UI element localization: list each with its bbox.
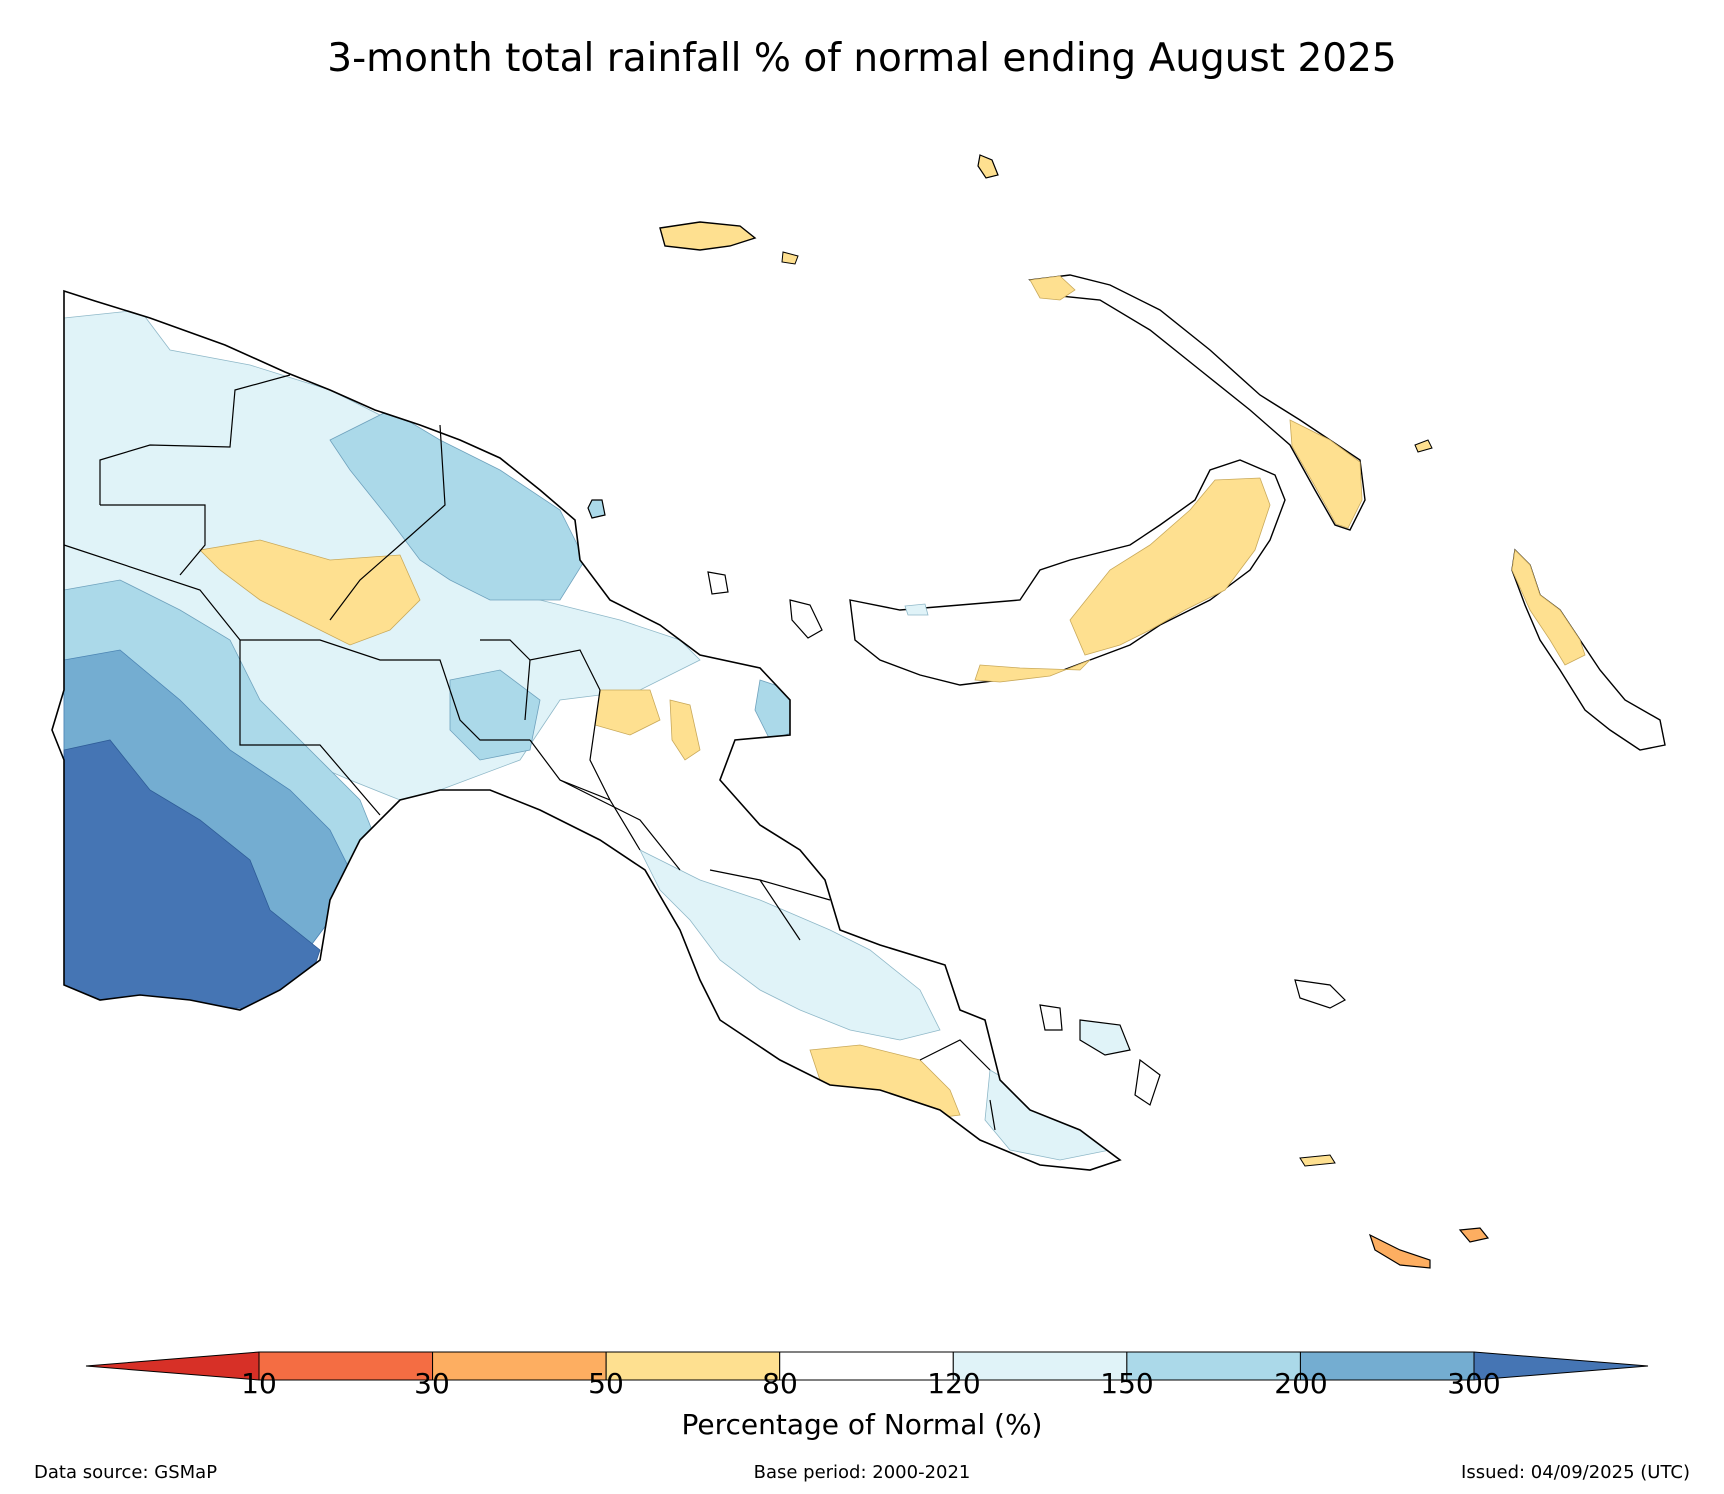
colorbar-segment: [605, 1351, 781, 1381]
colorbar-label: Percentage of Normal (%): [681, 1408, 1043, 1441]
map-title: 3-month total rainfall % of normal endin…: [327, 36, 1397, 81]
sudest-island: [1368, 1233, 1431, 1269]
rossel-island: [1458, 1227, 1490, 1243]
new-britain-zone-50-80-south: [974, 659, 1091, 683]
colorbar-segment: [1473, 1351, 1649, 1381]
karkar-island: [587, 499, 606, 519]
dentrecasteaux-3: [1134, 1058, 1161, 1106]
new-ireland-zone-50-80: [1289, 419, 1363, 529]
new-britain: [849, 459, 1286, 686]
manus-island: [659, 221, 757, 251]
zone-120-150-south: [639, 849, 941, 1041]
bougainville: [1511, 548, 1666, 751]
mussau-island: [977, 154, 999, 179]
colorbar-tick: 50: [588, 1367, 624, 1400]
colorbar-tick: 200: [1274, 1367, 1328, 1400]
bougainville-zone-50-80: [1511, 549, 1586, 666]
data-source: Data source: GSMaP: [34, 1462, 218, 1483]
colorbar-segment: [432, 1351, 607, 1381]
small-island-se: [1299, 1154, 1336, 1167]
colorbar-tick: 30: [414, 1367, 450, 1400]
colorbar: [85, 1351, 1649, 1381]
colorbar-tick: 80: [762, 1367, 798, 1400]
new-britain-zone-50-80: [1069, 477, 1271, 656]
colorbar-tick: 150: [1100, 1367, 1154, 1400]
new-ireland-land: [1028, 274, 1366, 531]
new-britain-zone-120-150: [904, 603, 929, 616]
zone-50-80-highlands-b: [669, 699, 701, 761]
colorbar-segment: [779, 1351, 954, 1381]
issued-date: Issued: 04/09/2025 (UTC): [1461, 1462, 1690, 1483]
base-period: Base period: 2000-2021: [753, 1462, 971, 1483]
colorbar-segment: [258, 1351, 434, 1381]
mainland-coastline: [51, 289, 1122, 1171]
zone-150-200-north-coast: [329, 409, 586, 601]
new-ireland: [1028, 274, 1366, 531]
zone-50-80-sepik: [199, 539, 421, 646]
colorbar-segment: [85, 1351, 260, 1381]
zone-150-200-highlands: [449, 669, 541, 761]
colorbar-segment: [1299, 1351, 1475, 1381]
small-island-north-1: [781, 251, 799, 265]
colorbar-tick: 300: [1447, 1367, 1501, 1400]
dentrecasteaux-2: [1039, 1004, 1063, 1031]
new-ireland-zone-50-80-north: [1029, 275, 1076, 301]
colorbar-tick: 10: [241, 1367, 277, 1400]
new-britain-land: [849, 459, 1286, 686]
long-island: [707, 571, 729, 595]
dentrecasteaux-1: [1079, 1019, 1131, 1056]
trobriand-island: [1294, 979, 1346, 1009]
zone-30-50-spot: [869, 1089, 885, 1111]
colorbar-tick: 120: [927, 1367, 981, 1400]
mainland: [51, 289, 1122, 1171]
wuvulu-island: [1414, 439, 1433, 453]
umboi-island: [789, 599, 823, 639]
province-boundaries: [63, 374, 996, 1131]
